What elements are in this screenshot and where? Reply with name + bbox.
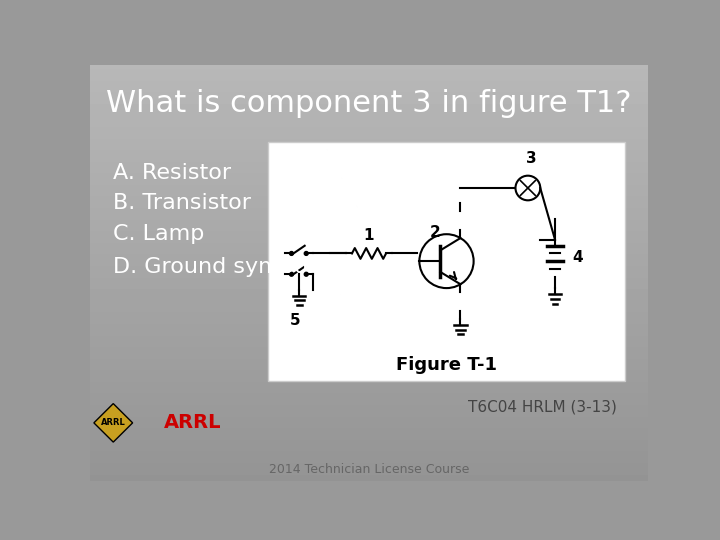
- Text: Figure T-1: Figure T-1: [396, 356, 497, 374]
- Text: 1: 1: [364, 228, 374, 242]
- Text: B. Transistor: B. Transistor: [113, 193, 251, 213]
- Text: ARRL: ARRL: [101, 418, 125, 427]
- Circle shape: [305, 252, 308, 255]
- FancyBboxPatch shape: [269, 142, 625, 381]
- Text: T6C04 HRLM (3-13): T6C04 HRLM (3-13): [468, 400, 617, 415]
- Text: 2: 2: [430, 225, 440, 240]
- Text: 2014 Technician License Course: 2014 Technician License Course: [269, 463, 469, 476]
- Text: 4: 4: [572, 250, 582, 265]
- Text: ARRL: ARRL: [163, 413, 221, 433]
- Text: C. Lamp: C. Lamp: [113, 224, 204, 244]
- Circle shape: [305, 272, 308, 276]
- Polygon shape: [94, 403, 132, 442]
- Text: D. Ground symbol: D. Ground symbol: [113, 256, 314, 276]
- Text: A. Resistor: A. Resistor: [113, 163, 231, 183]
- Text: 3: 3: [526, 151, 537, 166]
- Circle shape: [289, 252, 294, 255]
- Text: 5: 5: [290, 313, 301, 328]
- Circle shape: [289, 272, 294, 276]
- Text: What is component 3 in figure T1?: What is component 3 in figure T1?: [107, 89, 631, 118]
